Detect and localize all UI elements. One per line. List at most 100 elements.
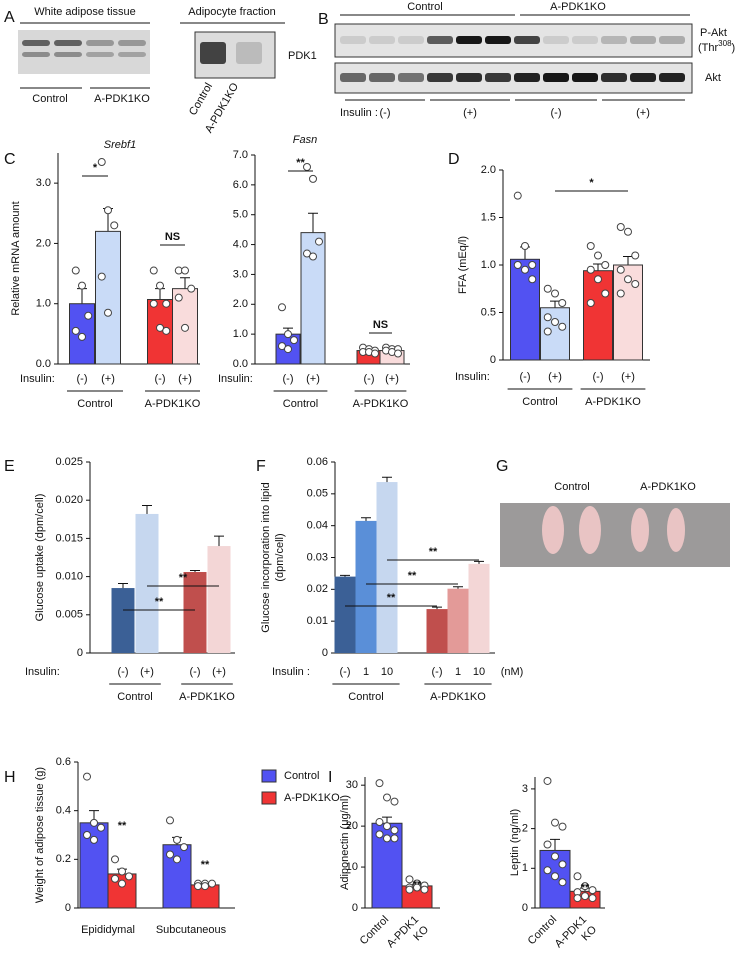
data-point [558, 322, 567, 331]
annotation: * [93, 162, 98, 174]
y-tick-label: 3 [522, 783, 528, 795]
y-axis-label: Weight of adipose tissue (g) [34, 767, 46, 903]
data-point [118, 879, 126, 888]
x-tick-label: (-) [520, 371, 531, 383]
y-tick-label: 0.01 [307, 615, 328, 627]
y-tick-label: 0.005 [55, 609, 83, 621]
data-point [588, 894, 597, 903]
blot [334, 23, 693, 58]
x-tick-label: (+) [385, 373, 399, 385]
data-point [420, 885, 429, 894]
x-tick-label: 1 [455, 666, 461, 678]
data-point [543, 776, 552, 785]
blot-band [200, 42, 226, 64]
y-tick-label: 1.0 [233, 328, 248, 340]
panel-label: B [318, 11, 329, 28]
y-tick-label: 0.020 [55, 494, 83, 506]
annotation: NS [165, 231, 180, 243]
annotation: NS [373, 319, 388, 331]
x-prefix: Insulin: [20, 373, 55, 385]
blot-band [340, 73, 366, 82]
data-point [390, 797, 399, 806]
y-tick-label: 6.0 [233, 179, 248, 191]
x-unit: (nM) [501, 666, 524, 678]
data-point [594, 251, 602, 260]
annotation: ** [118, 820, 127, 832]
y-tick-label: 0.04 [307, 520, 328, 532]
group-label: A-PDK1KO [94, 93, 150, 105]
data-point [586, 242, 595, 250]
annotation: ** [201, 859, 210, 871]
group-label: A-PDK1KO [550, 1, 606, 13]
data-point [551, 818, 559, 827]
group-label: A-PDK1KO [585, 396, 641, 408]
group-label: Control [283, 398, 318, 410]
data-point [551, 872, 559, 881]
protein-label: PDK1 [288, 50, 317, 62]
y-axis-label: Glucose uptake (dpm/cell) [34, 494, 46, 622]
y-tick-label: 0 [77, 647, 83, 659]
group-label: A-PDK1KO [353, 398, 409, 410]
data-point [78, 281, 86, 290]
data-point [97, 272, 106, 281]
y-tick-label: 0.06 [307, 456, 328, 468]
data-point [558, 822, 567, 831]
panel-label: D [448, 151, 460, 168]
blot-band [236, 42, 262, 64]
y-tick-label: 2.0 [481, 164, 496, 176]
group-label: Control [348, 691, 383, 703]
y-tick-label: 10 [346, 861, 358, 873]
blot-band [118, 40, 146, 46]
bar [334, 576, 356, 653]
data-point [83, 831, 91, 839]
blot-band [543, 36, 569, 44]
data-point [405, 875, 414, 884]
blot-band [86, 40, 114, 46]
data-point [104, 206, 112, 215]
group-label: Control [117, 691, 152, 703]
legend-label: Control [284, 770, 319, 782]
annotation: ** [179, 572, 188, 584]
blot-title: White adipose tissue [34, 6, 136, 18]
blot-band [118, 52, 146, 57]
data-point [521, 242, 529, 250]
y-tick-label: 0.6 [56, 756, 71, 768]
site-label: (Thr308) [698, 39, 735, 54]
data-point [616, 223, 625, 231]
y-axis-label: Adiponectin (μg/ml) [339, 795, 351, 890]
y-tick-label: 0 [490, 354, 496, 366]
data-point [413, 883, 421, 892]
tissue-piece [579, 506, 601, 554]
tissue-piece [667, 508, 685, 552]
y-axis-label: FFA (mEq/l) [457, 236, 469, 294]
annotation: ** [581, 882, 590, 894]
data-point [309, 174, 317, 183]
y-tick-label: 0.0 [233, 358, 248, 370]
y-tick-label: 0 [352, 902, 358, 914]
blot-band [572, 36, 598, 44]
data-point [375, 830, 384, 839]
data-point [125, 872, 133, 881]
data-point [201, 882, 209, 891]
blot-band [456, 73, 482, 82]
data-point [118, 867, 126, 876]
x-prefix: Insulin: [218, 373, 253, 385]
x-tick-label: Epididymal [81, 924, 135, 936]
y-axis-label: (dpm/cell) [274, 533, 286, 581]
panel-label: C [4, 151, 16, 168]
annotation: * [589, 177, 594, 189]
blot-band [659, 73, 685, 82]
blot-band [54, 52, 82, 57]
bar [510, 258, 540, 361]
x-tick-label: 1 [363, 666, 369, 678]
chart-title: Srebf1 [104, 139, 136, 151]
data-point [173, 835, 181, 844]
data-point [521, 265, 529, 274]
data-point [371, 349, 379, 358]
bar [183, 572, 207, 653]
x-tick-label: (-) [340, 666, 351, 678]
condition: (-) [380, 107, 391, 119]
data-point [375, 818, 384, 827]
y-tick-label: 1 [522, 862, 528, 874]
panel-label: H [4, 769, 16, 786]
